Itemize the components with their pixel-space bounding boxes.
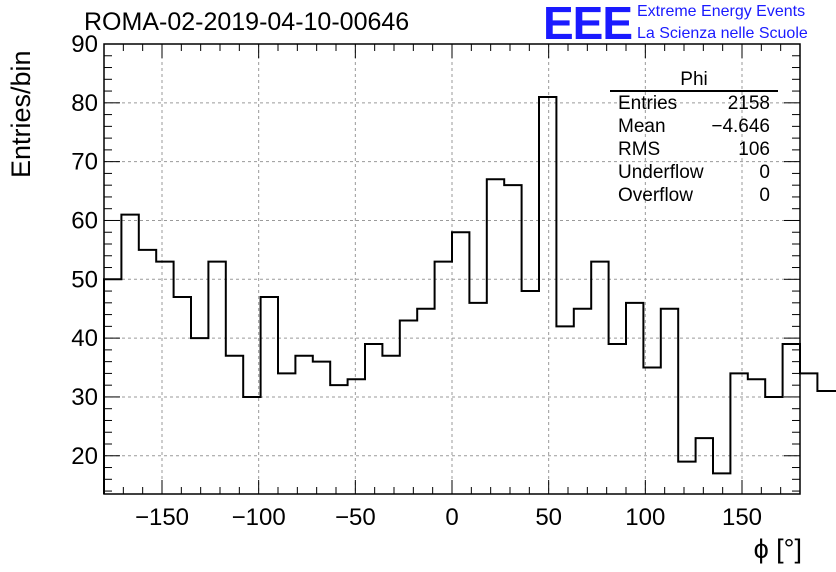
histogram-bin	[817, 391, 834, 494]
histogram-bin	[730, 373, 747, 494]
stats-label: RMS	[618, 139, 661, 160]
eee-logo: EEE	[543, 0, 633, 49]
histogram-bin	[678, 462, 695, 494]
logo-subtitle-2: La Scienza nelle Scuole	[637, 25, 808, 42]
histogram-bin	[139, 250, 156, 494]
x-tick-label: −150	[135, 504, 189, 531]
histogram-bin	[696, 438, 713, 494]
histogram-bin	[591, 262, 608, 494]
histogram-bin	[278, 373, 295, 494]
y-tick-label: 30	[71, 384, 98, 411]
y-tick-label: 70	[71, 149, 98, 176]
histogram-bin	[643, 368, 660, 494]
histogram-bin	[330, 385, 347, 494]
histogram-bin	[783, 344, 800, 494]
histogram-bin	[156, 262, 173, 494]
histogram-bin	[574, 309, 591, 494]
histogram-bin	[469, 303, 486, 494]
x-tick-label: 150	[722, 504, 762, 531]
stats-label: Mean	[618, 116, 666, 137]
histogram-bin	[661, 309, 678, 494]
histogram-bin	[400, 320, 417, 494]
histogram-bin	[348, 379, 365, 494]
x-axis-label: ϕ [°]	[753, 534, 802, 564]
histogram-bin	[435, 262, 452, 494]
histogram-bin	[208, 262, 225, 494]
histogram-bin	[609, 344, 626, 494]
y-tick-label: 90	[71, 31, 98, 58]
x-tick-label: 100	[625, 504, 665, 531]
stats-label: Underflow	[618, 162, 704, 183]
histogram-bin	[504, 185, 521, 494]
histogram-bin	[121, 215, 138, 494]
histogram-bin	[487, 179, 504, 494]
histogram-bin	[800, 373, 817, 494]
histogram-bin	[417, 309, 434, 494]
stats-value: 2158	[727, 93, 770, 114]
grid-lines	[104, 43, 800, 494]
y-tick-label: 20	[71, 443, 98, 470]
histogram-bin	[313, 362, 330, 494]
stats-label: Overflow	[618, 185, 693, 206]
stats-value: 106	[738, 139, 770, 160]
histogram-bin	[556, 326, 573, 494]
histogram-bin	[382, 356, 399, 494]
histogram-bin	[174, 297, 191, 494]
histogram-bin	[191, 338, 208, 494]
stats-label: Entries	[618, 93, 678, 114]
y-tick-label: 50	[71, 266, 98, 293]
stats-row-mean: Mean −4.646	[610, 115, 778, 138]
histogram-bin	[452, 232, 469, 494]
histogram-bin	[243, 397, 260, 494]
y-tick-label: 80	[71, 90, 98, 117]
stats-row-overflow: Overflow 0	[610, 184, 778, 207]
x-tick-label: −100	[232, 504, 286, 531]
histogram-bin	[104, 279, 121, 494]
stats-title: Phi	[610, 70, 778, 92]
stats-box: Phi Entries 2158 Mean −4.646 RMS 106 Und…	[610, 70, 778, 207]
histogram-bin	[295, 356, 312, 494]
histogram-bin	[748, 379, 765, 494]
stats-value: 0	[759, 162, 770, 183]
y-axis-label: Entries/bin	[6, 50, 36, 178]
histogram-bin	[365, 344, 382, 494]
histogram-bin	[539, 97, 556, 494]
histogram-bin	[226, 356, 243, 494]
y-tick-label: 40	[71, 325, 98, 352]
histogram-bin	[522, 291, 539, 494]
histogram-bin	[765, 397, 782, 494]
stats-row-underflow: Underflow 0	[610, 161, 778, 184]
histogram-outline	[103, 95, 836, 494]
stats-value: −4.646	[711, 116, 770, 137]
plot-title: ROMA-02-2019-04-10-00646	[84, 8, 410, 36]
axes: −150 −100 −50 0 50 100 150 20 30 40 50 60 70 80 90	[71, 31, 801, 531]
x-tick-label: 50	[535, 504, 562, 531]
stats-row-rms: RMS 106	[610, 138, 778, 161]
histogram-bin	[261, 297, 278, 494]
y-tick-label: 60	[71, 207, 98, 234]
histogram-bin	[626, 303, 643, 494]
histogram-bin	[713, 473, 730, 494]
logo-subtitle-1: Extreme Energy Events	[637, 3, 806, 20]
x-tick-label: −50	[335, 504, 376, 531]
stats-value: 0	[759, 185, 770, 206]
stats-row-entries: Entries 2158	[610, 92, 778, 115]
x-tick-label: 0	[445, 504, 458, 531]
histogram-bars	[103, 95, 836, 494]
